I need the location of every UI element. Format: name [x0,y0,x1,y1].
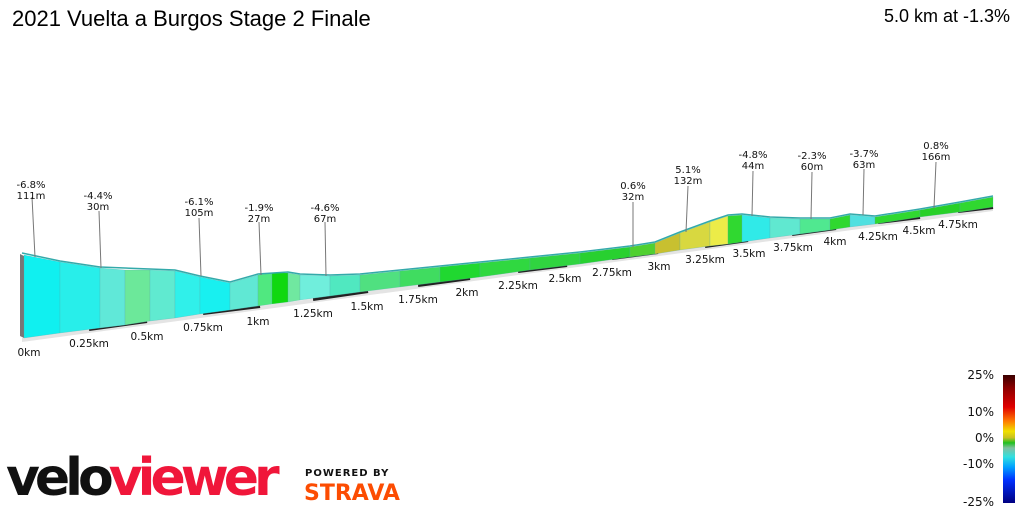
svg-text:2.25km: 2.25km [498,280,538,292]
svg-text:3.75km: 3.75km [773,242,813,254]
svg-text:30m: 30m [87,202,109,213]
svg-text:1km: 1km [247,316,270,328]
svg-text:1.25km: 1.25km [293,308,333,320]
svg-text:166m: 166m [922,152,951,163]
svg-text:0.75km: 0.75km [183,322,223,334]
svg-text:4.75km: 4.75km [938,219,978,231]
powered-by-label: POWERED BY [305,468,390,479]
svg-text:105m: 105m [185,208,214,219]
svg-text:0.8%: 0.8% [923,141,948,152]
svg-text:27m: 27m [248,214,270,225]
svg-text:67m: 67m [314,214,336,225]
page-title: 2021 Vuelta a Burgos Stage 2 Finale [12,6,371,31]
svg-text:1.5km: 1.5km [350,301,383,313]
legend-label-0: 0% [974,431,994,445]
segment-labels: -6.8% 111m -4.4% 30m -6.1% 105m -1.9% 27… [16,141,950,225]
svg-text:63m: 63m [853,160,875,171]
legend-label-10: 10% [967,405,994,419]
svg-text:1.75km: 1.75km [398,294,438,306]
svg-text:32m: 32m [622,192,644,203]
logo-viewer: viewer [108,448,280,508]
profile-segments [23,196,994,339]
svg-text:-1.9%: -1.9% [244,203,273,214]
svg-text:-4.8%: -4.8% [738,150,767,161]
svg-text:4.5km: 4.5km [902,225,935,237]
legend-label-25: 25% [967,368,994,382]
svg-text:44m: 44m [742,161,764,172]
svg-text:0.25km: 0.25km [69,338,109,350]
legend-label-minus25: -25% [962,495,994,509]
strava-logo: STRAVA [304,481,400,506]
svg-text:3.5km: 3.5km [732,248,765,260]
profile-top-edge [21,195,994,283]
svg-text:3km: 3km [648,261,671,273]
svg-text:-3.7%: -3.7% [849,149,878,160]
climb-summary: 5.0 km at -1.3% [883,6,1010,26]
svg-text:60m: 60m [801,162,823,173]
svg-text:2.5km: 2.5km [548,273,581,285]
svg-text:0km: 0km [18,347,41,359]
veloviewer-logo: veloviewer [6,452,280,504]
svg-text:-4.6%: -4.6% [310,203,339,214]
svg-text:-4.4%: -4.4% [83,191,112,202]
logo-velo: velo [6,448,114,508]
svg-text:132m: 132m [674,176,703,187]
segment-annotations [31,161,937,277]
svg-text:0.5km: 0.5km [130,331,163,343]
svg-text:3.25km: 3.25km [685,254,725,266]
svg-text:5.1%: 5.1% [675,165,700,176]
svg-text:4.25km: 4.25km [858,231,898,243]
svg-text:4km: 4km [824,236,847,248]
legend-label-minus10: -10% [962,457,994,471]
gradient-color-scale [1003,375,1015,503]
svg-text:111m: 111m [17,191,46,202]
profile-left-edge [20,254,24,338]
svg-text:-6.8%: -6.8% [16,180,45,191]
svg-text:2km: 2km [456,287,479,299]
svg-text:-6.1%: -6.1% [184,197,213,208]
distance-tick-labels: 0km 0.25km 0.5km 0.75km 1km 1.25km 1.5km… [18,219,978,359]
svg-text:-2.3%: -2.3% [797,151,826,162]
svg-text:2.75km: 2.75km [592,267,632,279]
svg-text:0.6%: 0.6% [620,181,645,192]
